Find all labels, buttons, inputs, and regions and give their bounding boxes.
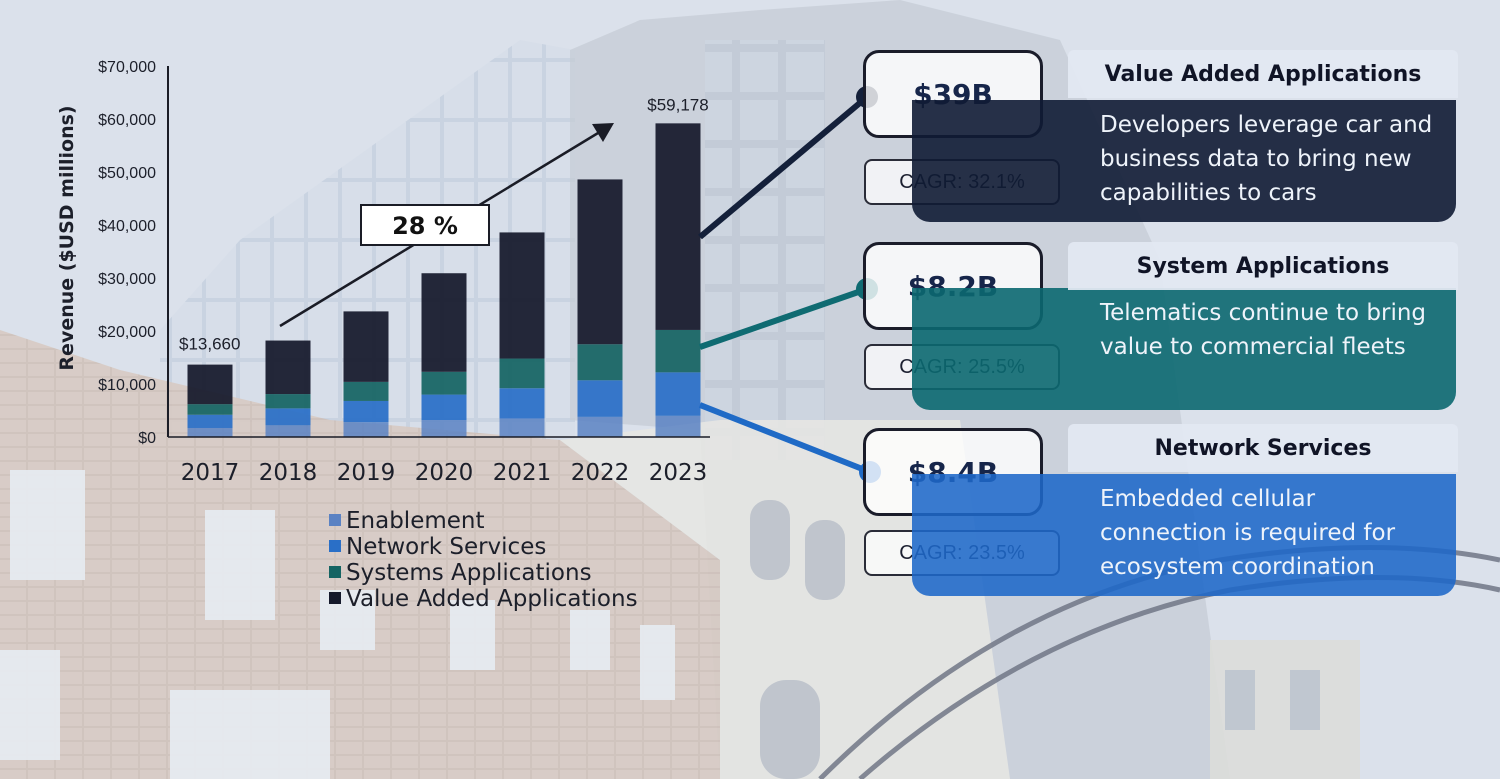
x-tick-label: 2023	[649, 460, 708, 486]
panel-network-services: Embedded cellular connection is required…	[912, 474, 1456, 596]
brick-building	[0, 330, 720, 779]
legend-swatch	[329, 566, 341, 578]
panel-title-system-applications: System Applications	[1068, 242, 1458, 290]
bar-segment-systems-applications	[187, 404, 233, 415]
bar-segment-value-added-applications	[343, 311, 389, 382]
x-tick-label: 2022	[571, 460, 630, 486]
bar-segment-network-services	[421, 394, 467, 421]
y-tick-label: $0	[138, 430, 156, 447]
panel-title-network-services: Network Services	[1068, 424, 1458, 472]
bar-segment-network-services	[499, 388, 545, 419]
growth-rate-box	[360, 204, 490, 246]
y-tick-label: $40,000	[98, 218, 156, 235]
growth-arrow-head	[592, 123, 614, 142]
bar-segment-enablement	[577, 416, 623, 437]
growth-rate-label: 28 %	[392, 212, 458, 240]
bar-segment-network-services	[577, 380, 623, 417]
x-tick-label: 2018	[259, 460, 318, 486]
bar-segment-enablement	[265, 425, 311, 437]
callout-connector-line	[698, 402, 872, 475]
x-tick-label: 2017	[181, 460, 240, 486]
y-tick-label: $50,000	[98, 165, 156, 182]
bar-segment-value-added-applications	[421, 273, 467, 372]
bar-segment-systems-applications	[343, 381, 389, 401]
bar-segment-value-added-applications	[499, 232, 545, 359]
legend-swatch	[329, 540, 341, 552]
bar-segment-enablement	[343, 422, 389, 437]
panel-system-applications: Telematics continue to bring value to co…	[912, 288, 1456, 410]
legend-label: Enablement	[346, 508, 485, 534]
legend-label: Systems Applications	[346, 560, 592, 586]
bar-segment-systems-applications	[499, 358, 545, 389]
bar-segment-enablement	[187, 427, 233, 437]
bar-segment-network-services	[187, 414, 233, 428]
x-tick-label: 2021	[493, 460, 552, 486]
data-label-first: $13,660	[179, 335, 240, 354]
callout-connector-line	[699, 286, 868, 350]
bar-segment-systems-applications	[577, 344, 623, 381]
bar-segment-systems-applications	[655, 329, 701, 373]
bar-segment-value-added-applications	[187, 364, 233, 405]
panel-value-added: Developers leverage car and business dat…	[912, 100, 1456, 222]
y-tick-label: $60,000	[98, 112, 156, 129]
bar-segment-systems-applications	[265, 394, 311, 409]
y-tick-label: $30,000	[98, 271, 156, 288]
x-tick-label: 2020	[415, 460, 474, 486]
right-building	[1210, 640, 1360, 779]
bar-segment-network-services	[655, 372, 701, 416]
bar-segment-value-added-applications	[655, 123, 701, 330]
bar-segment-enablement	[655, 415, 701, 437]
bar-segment-value-added-applications	[577, 179, 623, 345]
x-tick-label: 2019	[337, 460, 396, 486]
y-tick-label: $10,000	[98, 377, 156, 394]
bar-segment-network-services	[265, 408, 311, 426]
bar-segment-enablement	[499, 418, 545, 437]
panel-title-value-added: Value Added Applications	[1068, 50, 1458, 98]
y-tick-label: $20,000	[98, 324, 156, 341]
legend-swatch	[329, 514, 341, 526]
bar-segment-systems-applications	[421, 371, 467, 395]
bar-segment-network-services	[343, 400, 389, 423]
y-tick-label: $70,000	[98, 59, 156, 76]
y-axis-label: Revenue ($USD millions)	[56, 105, 78, 370]
panel-description: Embedded cellular connection is required…	[1100, 486, 1396, 580]
panel-description: Developers leverage car and business dat…	[1100, 112, 1433, 206]
bar-segment-enablement	[421, 420, 467, 437]
panel-description: Telematics continue to bring value to co…	[1100, 300, 1427, 360]
callout-connector-line	[698, 94, 869, 240]
legend-swatch	[329, 592, 341, 604]
bar-segment-value-added-applications	[265, 340, 311, 395]
legend-label: Value Added Applications	[346, 586, 638, 612]
data-label-last: $59,178	[647, 95, 708, 114]
legend-label: Network Services	[346, 534, 546, 560]
